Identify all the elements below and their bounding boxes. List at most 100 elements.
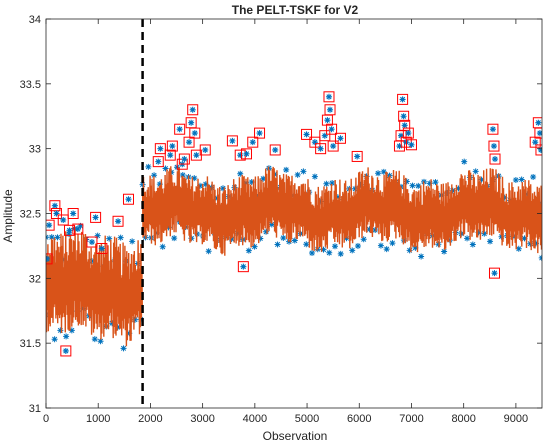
outlier-box: [535, 144, 542, 156]
outlier-marker: [269, 144, 281, 156]
observation-point: [202, 181, 209, 188]
outlier-box: [63, 224, 75, 236]
outlier-point: [330, 143, 337, 150]
outlier-point: [532, 139, 539, 146]
x-axis-title: Observation: [263, 429, 328, 443]
observation-point: [91, 336, 98, 343]
observation-point: [191, 175, 198, 182]
outlier-marker: [315, 143, 327, 155]
observation-point: [268, 221, 275, 228]
outlier-marker: [534, 127, 542, 139]
outlier-point: [98, 245, 105, 252]
observation-point: [311, 173, 318, 180]
outlier-marker: [90, 211, 102, 223]
outlier-box: [46, 219, 55, 231]
observation-point: [77, 222, 84, 229]
observation-point: [383, 246, 390, 253]
outlier-box: [122, 193, 134, 205]
outlier-point: [193, 152, 200, 159]
outlier-box: [152, 156, 164, 168]
outlier-marker: [309, 136, 321, 148]
observation-point: [291, 237, 298, 244]
observation-point: [377, 242, 384, 249]
outlier-point: [125, 196, 132, 203]
outlier-point: [155, 158, 162, 165]
outlier-point: [74, 226, 81, 233]
outlier-box: [334, 132, 346, 144]
outlier-box: [166, 140, 178, 152]
outlier-box: [488, 140, 500, 152]
observation-point: [472, 168, 479, 175]
outlier-point: [191, 130, 198, 137]
y-axis-title: Amplitude: [1, 189, 15, 243]
outlier-point: [337, 135, 344, 142]
outlier-marker: [535, 144, 542, 156]
outlier-point: [62, 347, 69, 354]
observation-point: [412, 244, 419, 251]
outlier-marker: [529, 136, 541, 148]
observation-point: [303, 241, 310, 248]
observation-point: [309, 250, 316, 257]
x-tick-label: 0: [43, 413, 49, 425]
observation-point: [263, 228, 270, 235]
outlier-marker: [334, 132, 346, 144]
outlier-point: [396, 143, 403, 150]
outlier-point: [401, 122, 408, 129]
observation-point: [48, 234, 55, 241]
observation-point: [63, 333, 70, 340]
outlier-marker: [487, 123, 499, 135]
x-tick-label: 8000: [451, 413, 475, 425]
observation-point: [251, 243, 258, 250]
outlier-point: [249, 139, 256, 146]
outlier-marker: [488, 140, 500, 152]
outlier-marker: [112, 215, 124, 227]
y-tick-label: 31.5: [20, 338, 41, 350]
observation-point: [88, 258, 95, 265]
outlier-marker: [174, 123, 186, 135]
observation-point: [159, 243, 166, 250]
outlier-box: [323, 91, 335, 103]
observation-point: [57, 327, 64, 334]
outlier-marker: [187, 104, 199, 116]
outlier-point: [321, 132, 328, 139]
observation-point: [294, 171, 301, 178]
observation-point: [343, 235, 350, 242]
outlier-point: [157, 145, 164, 152]
outlier-point: [399, 96, 406, 103]
outlier-box: [247, 136, 259, 148]
observation-point: [245, 247, 252, 254]
outlier-box: [326, 123, 338, 135]
observation-point: [274, 241, 281, 248]
outlier-box: [72, 223, 84, 235]
observation-point: [478, 176, 485, 183]
outlier-marker: [399, 119, 411, 131]
outlier-marker: [199, 144, 211, 156]
observation-point: [54, 234, 61, 241]
observation-point: [106, 235, 113, 242]
observation-point: [331, 243, 338, 250]
observation-point: [375, 170, 382, 177]
observation-point: [94, 232, 101, 239]
outlier-marker: [240, 148, 252, 160]
outlier-box: [86, 236, 98, 248]
outlier-point: [325, 93, 332, 100]
outlier-box: [301, 128, 313, 140]
outlier-marker: [50, 208, 62, 219]
observation-point: [51, 336, 58, 343]
outlier-point: [46, 222, 53, 229]
outlier-marker: [60, 345, 72, 357]
observation-point: [162, 165, 169, 172]
outlier-point: [189, 106, 196, 113]
observation-point: [443, 190, 450, 197]
outlier-marker: [178, 153, 190, 165]
observation-point: [320, 246, 327, 253]
observation-point: [441, 248, 448, 255]
x-tick-label: 9000: [504, 413, 528, 425]
observation-point: [334, 194, 341, 201]
outlier-box: [351, 150, 363, 162]
observation-point: [475, 229, 482, 236]
outlier-point: [176, 126, 183, 133]
observation-point: [300, 168, 307, 175]
outlier-point: [53, 210, 60, 217]
outlier-marker: [72, 223, 84, 235]
